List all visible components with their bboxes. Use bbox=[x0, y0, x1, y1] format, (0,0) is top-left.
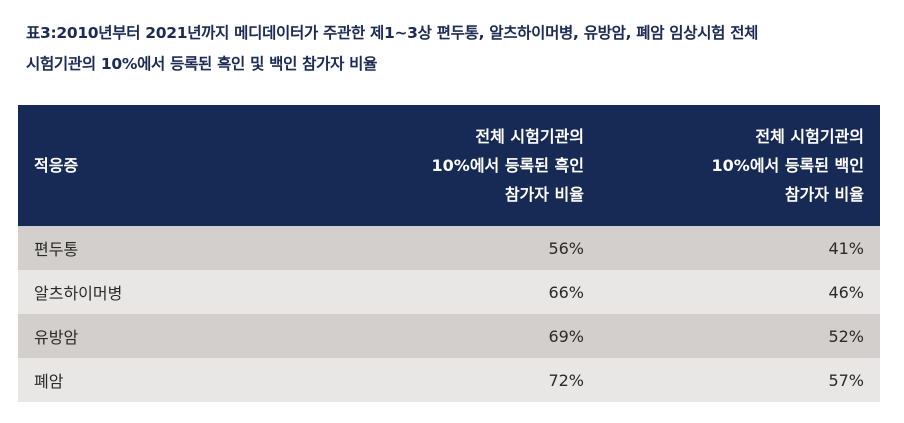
table-header: 적응증 전체 시험기관의 10%에서 등록된 흑인 참가자 비율 전체 시험기관… bbox=[18, 105, 880, 226]
row-indication: 편두통 bbox=[34, 240, 79, 259]
row-indication: 폐암 bbox=[34, 372, 64, 391]
header-black-line-2: 10%에서 등록된 흑인 bbox=[431, 156, 584, 175]
table-caption: 표3:2010년부터 2021년까지 메디데이터가 주관한 제1~3상 편두통,… bbox=[26, 18, 886, 80]
header-white-line-1: 전체 시험기관의 bbox=[755, 127, 864, 146]
row-white-percent: 41% bbox=[828, 238, 864, 258]
table-row: 알츠하이머병 66% 46% bbox=[18, 270, 880, 314]
row-black-percent: 72% bbox=[548, 370, 584, 390]
header-black-participants: 전체 시험기관의 10%에서 등록된 흑인 참가자 비율 bbox=[330, 105, 600, 226]
table-row: 유방암 69% 52% bbox=[18, 314, 880, 358]
header-white-line-3: 참가자 비율 bbox=[784, 185, 864, 204]
caption-line-1: 표3:2010년부터 2021년까지 메디데이터가 주관한 제1~3상 편두통,… bbox=[26, 24, 759, 42]
header-indication: 적응증 bbox=[34, 156, 79, 175]
row-indication: 유방암 bbox=[34, 328, 79, 347]
row-black-percent: 66% bbox=[548, 282, 584, 302]
caption-line-2: 시험기관의 10%에서 등록된 흑인 및 백인 참가자 비율 bbox=[26, 55, 378, 73]
row-white-percent: 46% bbox=[828, 282, 864, 302]
row-black-percent: 56% bbox=[548, 238, 584, 258]
row-black-percent: 69% bbox=[548, 326, 584, 346]
row-white-percent: 57% bbox=[828, 370, 864, 390]
header-row: 적응증 전체 시험기관의 10%에서 등록된 흑인 참가자 비율 전체 시험기관… bbox=[18, 105, 880, 226]
header-black-line-3: 참가자 비율 bbox=[504, 185, 584, 204]
header-white-participants: 전체 시험기관의 10%에서 등록된 백인 참가자 비율 bbox=[600, 105, 880, 226]
header-black-line-1: 전체 시험기관의 bbox=[475, 127, 584, 146]
table-body: 편두통 56% 41% 알츠하이머병 66% 46% 유방암 69% 52% 폐… bbox=[18, 226, 880, 402]
table-row: 편두통 56% 41% bbox=[18, 226, 880, 270]
table-row: 폐암 72% 57% bbox=[18, 358, 880, 402]
row-white-percent: 52% bbox=[828, 326, 864, 346]
header-white-line-2: 10%에서 등록된 백인 bbox=[711, 156, 864, 175]
row-indication: 알츠하이머병 bbox=[34, 284, 123, 303]
enrollment-table: 적응증 전체 시험기관의 10%에서 등록된 흑인 참가자 비율 전체 시험기관… bbox=[18, 105, 880, 402]
